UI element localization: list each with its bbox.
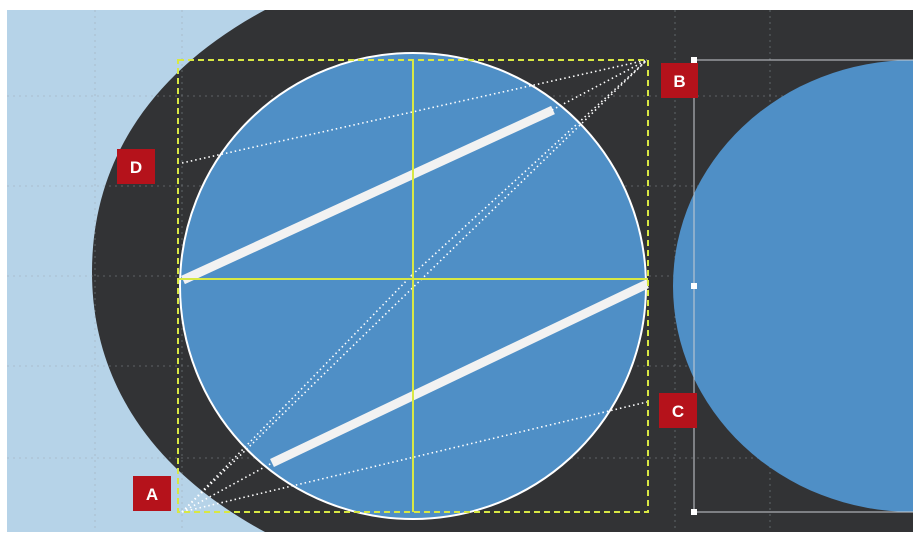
lower-stripe (270, 279, 649, 468)
marker-d: D (117, 149, 155, 184)
marker-a-label: A (146, 485, 158, 504)
marker-c-label: C (672, 402, 684, 421)
handle-bottom (691, 509, 697, 515)
marker-c: C (659, 393, 697, 428)
right-selection-frame (691, 57, 913, 515)
handle-top (691, 57, 697, 63)
dotted-guides (181, 59, 648, 513)
grid-lines (7, 10, 913, 532)
marker-d-label: D (130, 158, 142, 177)
handle-middle (691, 283, 697, 289)
right-circle (673, 60, 913, 512)
marker-a: A (133, 476, 171, 511)
upper-stripe (181, 105, 555, 285)
marker-b-label: B (673, 72, 685, 91)
marker-b: B (661, 63, 698, 98)
